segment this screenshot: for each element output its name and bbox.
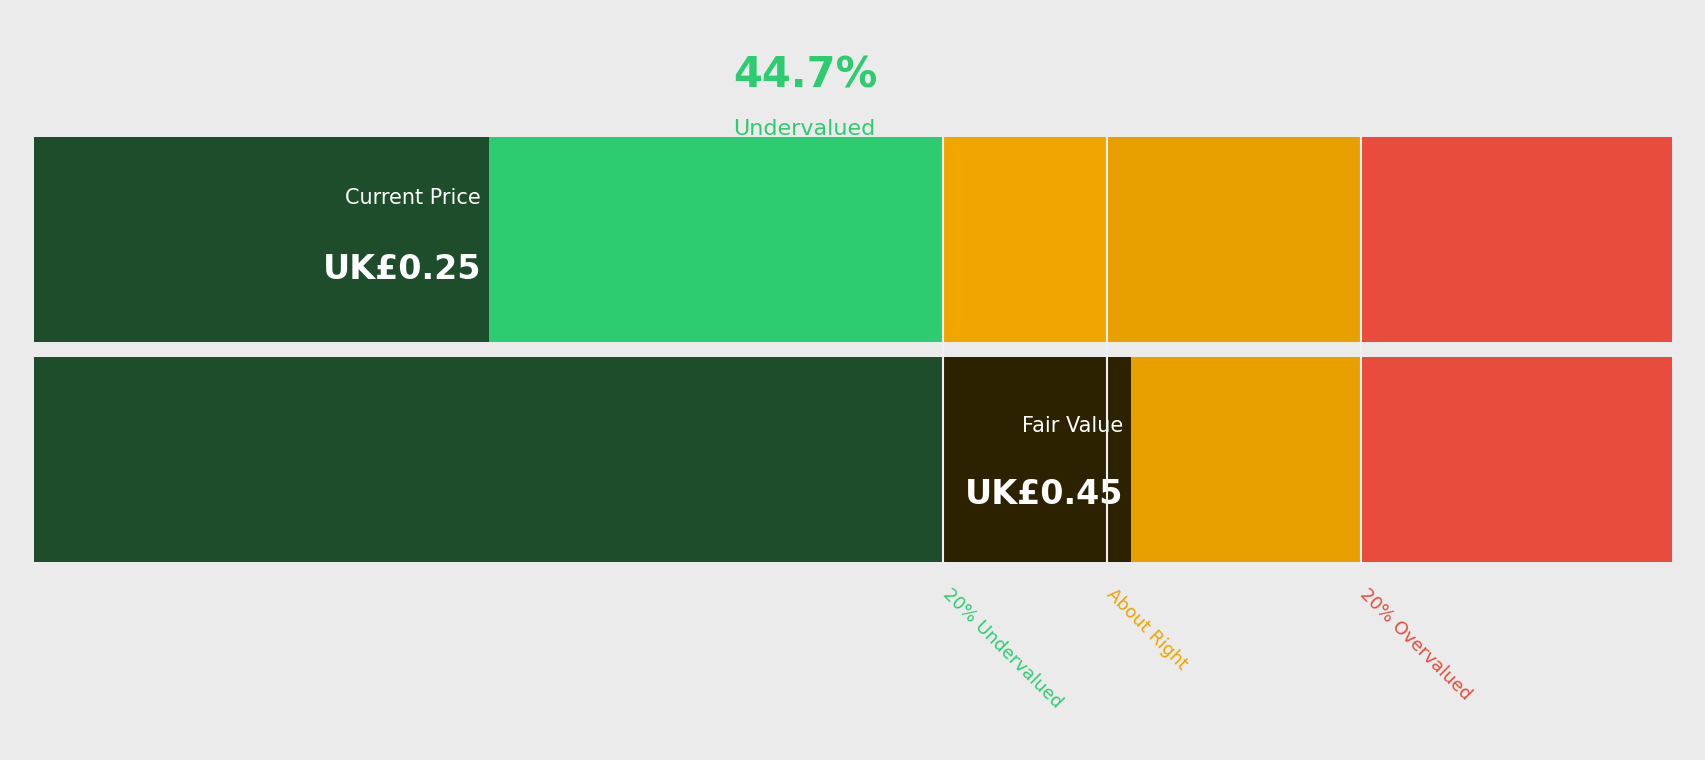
Text: 20% Undervalued: 20% Undervalued [938, 585, 1066, 712]
Text: 20% Overvalued: 20% Overvalued [1355, 585, 1475, 704]
Text: UK£0.45: UK£0.45 [963, 477, 1122, 511]
Text: Fair Value: Fair Value [1021, 416, 1122, 435]
Bar [943, 357, 1130, 562]
Text: 44.7%: 44.7% [733, 55, 878, 97]
Text: About Right: About Right [1101, 585, 1190, 673]
Text: Undervalued: Undervalued [733, 119, 875, 139]
Text: UK£0.25: UK£0.25 [322, 253, 481, 287]
Bar [1107, 137, 1361, 562]
Bar [34, 137, 489, 342]
Text: Current Price: Current Price [344, 188, 481, 207]
Bar [34, 357, 943, 562]
Bar [34, 342, 1671, 357]
Bar [943, 137, 1107, 562]
Bar [1361, 137, 1671, 562]
Bar [34, 137, 943, 562]
